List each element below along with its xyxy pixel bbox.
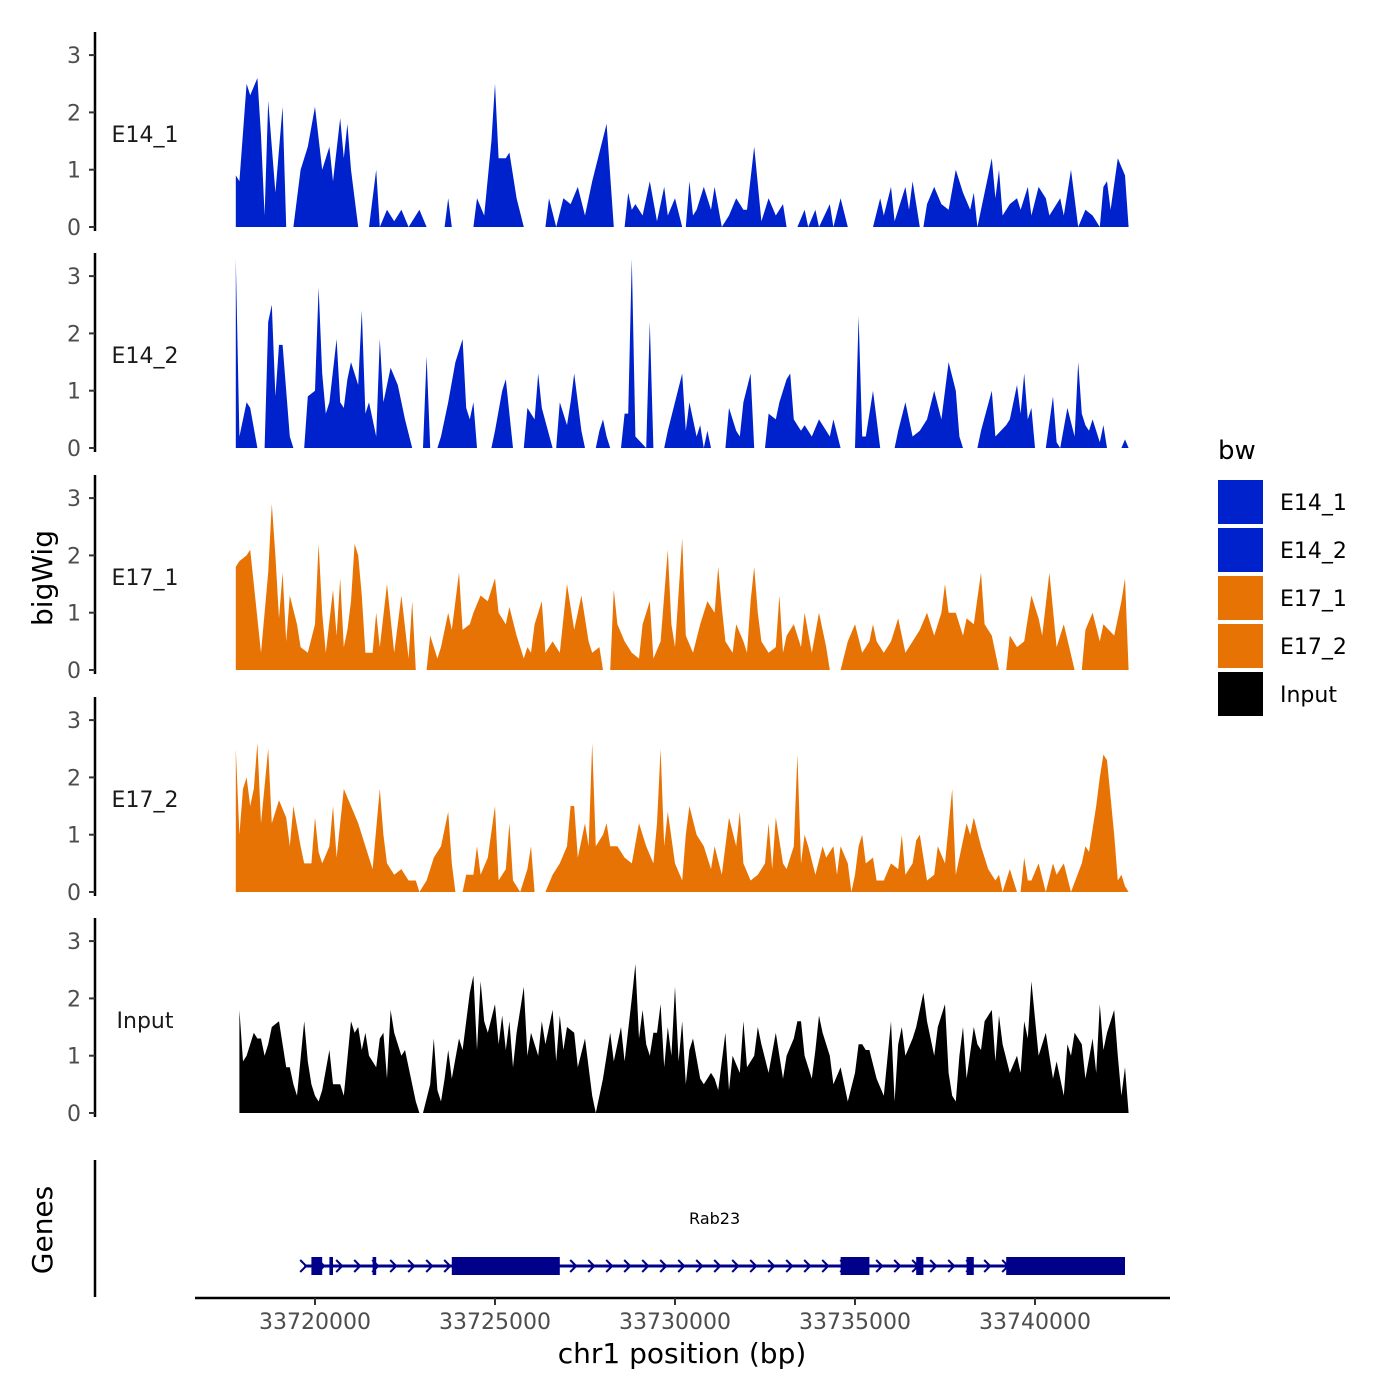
exon [1006, 1257, 1125, 1275]
track-panel-e14-1: 0 1 2 3 E14_1 [67, 32, 1129, 241]
y-tick-label: 2 [67, 766, 81, 791]
track-panel-input: 0 1 2 3 Input [67, 918, 1129, 1127]
strand-arrow [893, 1259, 902, 1273]
y-tick-label: 3 [67, 930, 81, 955]
y-tick-label: 1 [67, 824, 81, 849]
legend-label: E17_2 [1280, 635, 1347, 660]
legend-label: Input [1280, 683, 1337, 708]
y-tick-label: 1 [67, 380, 81, 405]
exon [372, 1257, 377, 1275]
strand-arrow [947, 1259, 956, 1273]
x-tick-label: 33725000 [439, 1310, 551, 1335]
exon [916, 1257, 924, 1275]
track-panel-e14-2: 0 1 2 3 E14_2 [67, 253, 1129, 462]
x-axis-title: chr1 position (bp) [558, 1337, 807, 1370]
y-tick-label: 1 [67, 602, 81, 627]
exon [451, 1257, 560, 1275]
strand-arrow [407, 1259, 416, 1273]
y-tick-label: 0 [67, 437, 81, 462]
track-panel-e17-1: 0 1 2 3 E17_1 [67, 475, 1129, 684]
track-panel-e17-2: 0 1 2 3 E17_2 [67, 697, 1129, 906]
gene-track: Rab23 [93, 1160, 1125, 1297]
strand-arrow [353, 1259, 362, 1273]
y-tick-label: 0 [67, 1102, 81, 1127]
exon [840, 1257, 870, 1275]
area-series-e14-1 [235, 78, 1129, 227]
y-tick-label: 0 [67, 881, 81, 906]
legend-swatch [1218, 672, 1263, 716]
track-panels: 0 1 2 3 E14_1 0 1 2 3 E14_2 0 1 2 3 E17_1 0 1 2 3 E17_2 0 1 2 3… [67, 32, 1129, 1127]
strand-arrow [731, 1259, 740, 1273]
gene-label: Rab23 [689, 1209, 740, 1228]
legend-label: E17_1 [1280, 587, 1347, 612]
track-label: E17_2 [112, 788, 179, 813]
strand-arrow [587, 1259, 596, 1273]
strand-arrow [425, 1259, 434, 1273]
y-tick-label: 3 [67, 709, 81, 734]
y-tick-label: 3 [67, 44, 81, 69]
legend-swatch [1218, 528, 1263, 572]
strand-arrow [605, 1259, 614, 1273]
strand-arrow [569, 1259, 578, 1273]
y-tick-label: 3 [67, 487, 81, 512]
track-label: E17_1 [112, 566, 179, 591]
legend-label: E14_1 [1280, 491, 1347, 516]
strand-arrow [389, 1259, 398, 1273]
track-label: E14_2 [112, 344, 179, 369]
legend: bw E14_1 E14_2 E17_1 E17_2 Input [1218, 436, 1347, 716]
strand-arrow [767, 1259, 776, 1273]
y-tick-label: 0 [67, 216, 81, 241]
y-tick-label: 3 [67, 265, 81, 290]
strand-arrow [821, 1259, 830, 1273]
strand-arrow [443, 1259, 452, 1273]
strand-arrow [875, 1259, 884, 1273]
area-series-input [239, 964, 1129, 1113]
strand-arrow [695, 1259, 704, 1273]
area-series-e14-2 [235, 258, 1129, 448]
legend-title: bw [1218, 436, 1256, 466]
legend-label: E14_2 [1280, 539, 1347, 564]
x-axis: 33720000 33725000 33730000 33735000 33740000 [195, 1296, 1170, 1335]
area-series-e17-1 [235, 503, 1129, 670]
track-label: Input [117, 1009, 174, 1034]
strand-arrow [803, 1259, 812, 1273]
y-axis-title: bigWig [26, 530, 59, 626]
strand-arrow [623, 1259, 632, 1273]
legend-swatch [1218, 576, 1263, 620]
y-tick-label: 2 [67, 101, 81, 126]
y-tick-label: 2 [67, 987, 81, 1012]
x-tick-label: 33730000 [619, 1310, 731, 1335]
strand-arrow [929, 1259, 938, 1273]
x-tick-label: 33735000 [799, 1310, 911, 1335]
track-label: E14_1 [112, 123, 179, 148]
legend-swatch [1218, 624, 1263, 668]
strand-arrow [677, 1259, 686, 1273]
strand-arrow [983, 1259, 992, 1273]
legend-swatch [1218, 480, 1263, 524]
strand-arrow [659, 1259, 668, 1273]
area-series-e17-2 [235, 743, 1129, 892]
y-tick-label: 1 [67, 159, 81, 184]
y-tick-label: 2 [67, 544, 81, 569]
exon [329, 1257, 333, 1275]
x-tick-label: 33720000 [259, 1310, 371, 1335]
strand-arrow [749, 1259, 758, 1273]
strand-arrow [785, 1259, 794, 1273]
x-tick-label: 33740000 [979, 1310, 1091, 1335]
exon [311, 1257, 323, 1275]
strand-arrow [713, 1259, 722, 1273]
strand-arrow [299, 1259, 308, 1273]
y-tick-label: 2 [67, 322, 81, 347]
strand-arrow [335, 1259, 344, 1273]
strand-arrow [641, 1259, 650, 1273]
y-tick-label: 1 [67, 1045, 81, 1070]
y-tick-label: 0 [67, 659, 81, 684]
exon [966, 1257, 974, 1275]
genes-axis-title: Genes [26, 1186, 59, 1274]
